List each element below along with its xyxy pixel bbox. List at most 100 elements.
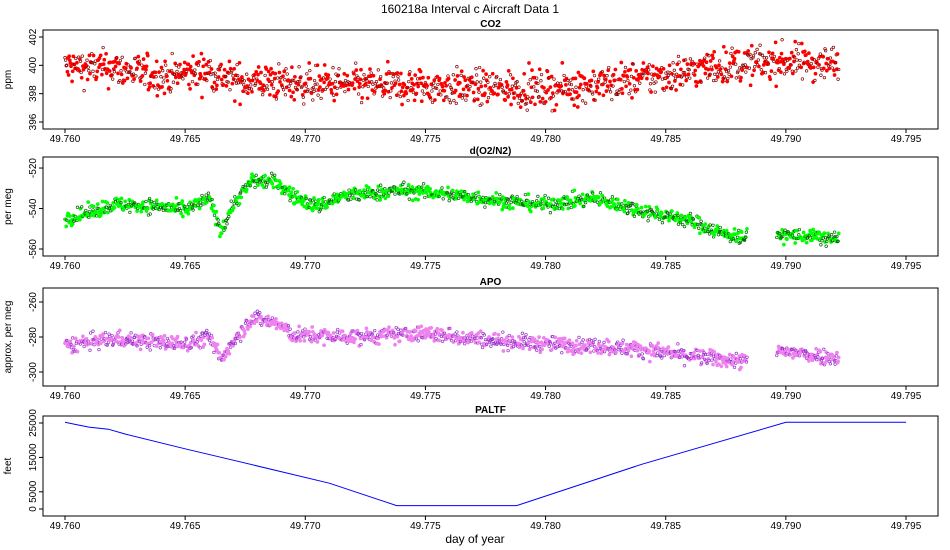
data-point xyxy=(647,68,651,72)
data-point xyxy=(790,347,794,352)
data-point xyxy=(646,219,650,223)
data-point xyxy=(619,343,623,348)
data-point xyxy=(535,199,539,203)
data-point xyxy=(627,92,631,96)
data-point xyxy=(129,66,133,70)
data-point xyxy=(745,355,749,359)
data-point xyxy=(602,73,606,78)
data-point xyxy=(501,349,506,353)
data-point xyxy=(180,74,184,78)
data-point xyxy=(634,203,639,207)
data-point xyxy=(440,84,445,89)
data-point xyxy=(106,86,111,91)
data-point xyxy=(289,190,294,195)
data-point xyxy=(553,335,558,340)
data-point xyxy=(778,59,783,64)
data-point xyxy=(302,204,307,209)
x-tick-label: 49.780 xyxy=(530,391,561,402)
data-point xyxy=(463,78,468,83)
data-point xyxy=(370,88,375,92)
data-point xyxy=(200,95,204,100)
data-point xyxy=(158,346,162,350)
data-point xyxy=(601,93,606,98)
data-point xyxy=(232,99,237,103)
data-point xyxy=(253,82,258,86)
data-point xyxy=(660,221,665,225)
data-point xyxy=(189,345,193,350)
data-point xyxy=(791,356,795,360)
data-point xyxy=(205,328,209,333)
data-point xyxy=(539,72,544,77)
data-point xyxy=(605,74,609,78)
data-point xyxy=(729,74,734,79)
data-point xyxy=(244,187,249,192)
data-point xyxy=(105,343,109,347)
data-point xyxy=(569,344,573,348)
data-point xyxy=(278,80,282,84)
data-point xyxy=(647,204,652,209)
data-point xyxy=(118,58,123,63)
data-point xyxy=(791,71,795,76)
data-point xyxy=(830,66,834,70)
data-point xyxy=(748,52,752,57)
data-point xyxy=(399,89,404,94)
data-point xyxy=(105,201,110,205)
data-point xyxy=(307,329,312,334)
data-point xyxy=(295,88,299,92)
scatter-points xyxy=(63,309,841,372)
data-point xyxy=(387,71,392,76)
data-point xyxy=(355,79,360,84)
data-point xyxy=(532,85,536,89)
data-point xyxy=(165,336,170,341)
data-point xyxy=(490,71,495,76)
data-point xyxy=(193,68,197,72)
data-point xyxy=(578,82,583,87)
data-point xyxy=(665,211,669,215)
data-point xyxy=(718,225,722,230)
data-point xyxy=(700,361,704,365)
data-point xyxy=(358,77,363,82)
data-point xyxy=(587,89,591,93)
data-point xyxy=(577,342,582,347)
data-point xyxy=(524,332,528,337)
data-point xyxy=(328,77,332,81)
data-point xyxy=(532,337,537,342)
data-point xyxy=(543,193,547,198)
data-point xyxy=(579,351,584,355)
data-point xyxy=(270,181,275,186)
data-point xyxy=(224,84,229,88)
data-point xyxy=(829,233,834,237)
data-point xyxy=(823,47,827,51)
data-point xyxy=(819,73,823,77)
data-point xyxy=(603,77,608,82)
data-point xyxy=(589,84,593,88)
data-point xyxy=(620,341,625,346)
data-point xyxy=(537,95,541,99)
data-point xyxy=(471,192,475,197)
data-point xyxy=(513,91,517,95)
data-point xyxy=(635,87,640,92)
data-point xyxy=(291,186,295,191)
data-point xyxy=(419,99,424,104)
data-point xyxy=(742,238,747,242)
data-point xyxy=(348,193,352,198)
data-point xyxy=(400,102,404,107)
data-point xyxy=(301,95,305,99)
data-point xyxy=(78,59,83,63)
data-point xyxy=(301,329,305,333)
data-point xyxy=(506,348,510,353)
data-point xyxy=(739,365,743,370)
data-point xyxy=(477,340,481,345)
data-point xyxy=(492,91,497,96)
data-point xyxy=(553,199,557,203)
data-point xyxy=(832,73,837,77)
data-point xyxy=(626,348,631,353)
data-point xyxy=(685,75,689,79)
data-point xyxy=(91,204,96,209)
data-point xyxy=(692,225,697,230)
data-point xyxy=(319,96,323,101)
data-point xyxy=(162,338,166,343)
data-point xyxy=(835,350,839,355)
data-point xyxy=(188,64,193,69)
data-point xyxy=(477,90,481,94)
